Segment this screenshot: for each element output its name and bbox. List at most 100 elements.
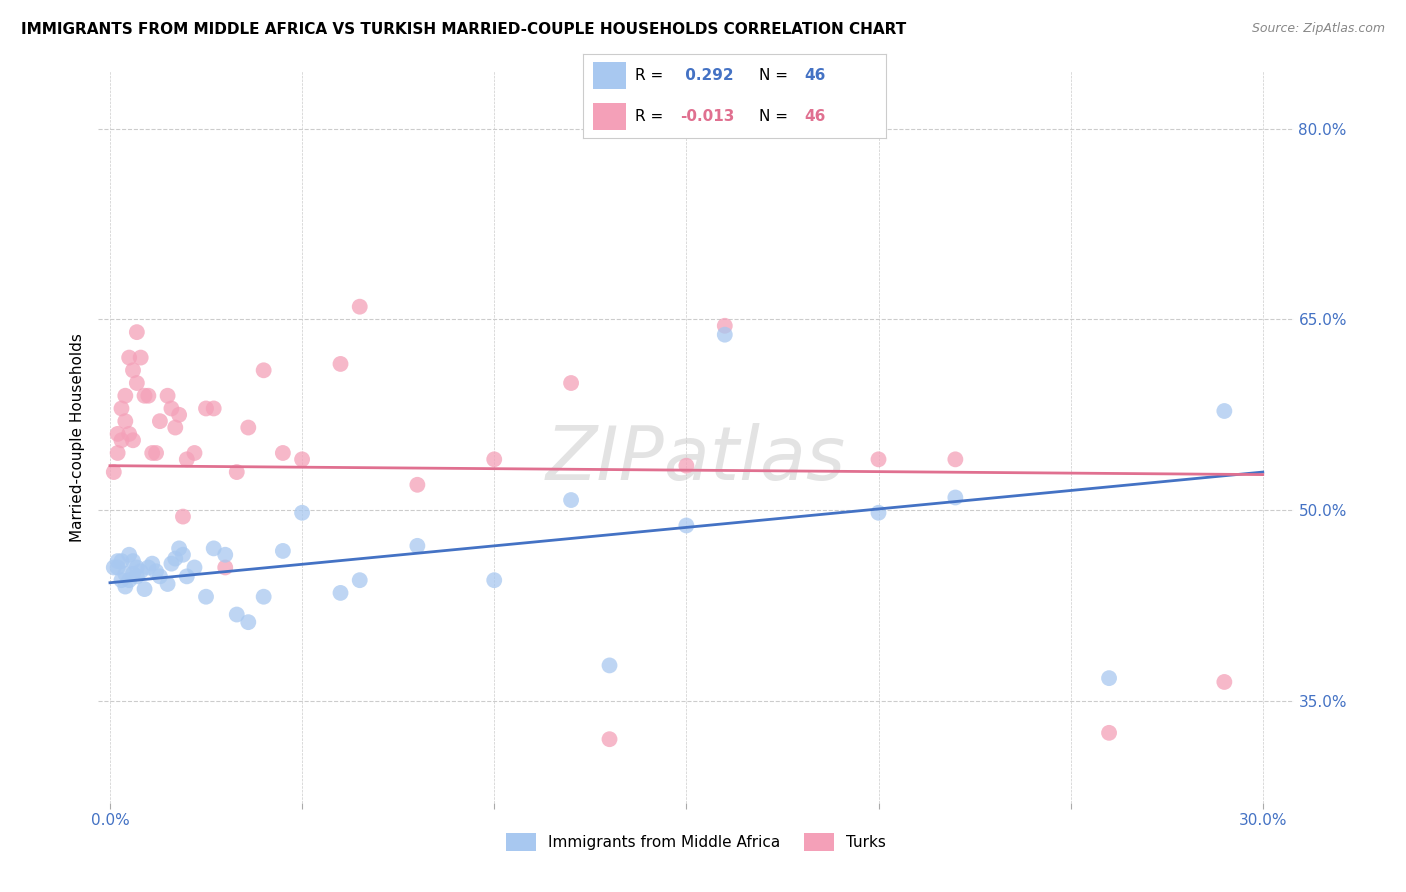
Point	[110, 401, 132, 416]
Point	[349, 573, 371, 587]
Point	[160, 401, 183, 416]
Point	[329, 586, 352, 600]
Point	[225, 607, 247, 622]
Point	[183, 560, 205, 574]
Point	[195, 401, 218, 416]
Point	[943, 491, 966, 505]
Point	[141, 446, 163, 460]
Point	[271, 446, 294, 460]
Point	[271, 544, 294, 558]
Point	[172, 509, 194, 524]
Point	[160, 557, 183, 571]
Text: 0.292: 0.292	[681, 68, 734, 83]
Point	[238, 615, 260, 629]
Point	[122, 434, 145, 448]
Point	[291, 452, 314, 467]
Point	[165, 551, 187, 566]
Point	[138, 389, 160, 403]
Text: 46: 46	[804, 109, 825, 124]
Text: Source: ZipAtlas.com: Source: ZipAtlas.com	[1251, 22, 1385, 36]
Point	[125, 325, 148, 339]
Point	[107, 560, 129, 574]
Point	[560, 376, 582, 390]
Point	[122, 363, 145, 377]
Y-axis label: Married-couple Households: Married-couple Households	[69, 333, 84, 541]
Point	[110, 554, 132, 568]
Point	[214, 560, 236, 574]
Point	[329, 357, 352, 371]
Text: ZIPatlas: ZIPatlas	[546, 423, 846, 495]
Point	[125, 376, 148, 390]
Point	[484, 452, 506, 467]
Point	[114, 389, 136, 403]
Point	[176, 569, 198, 583]
Point	[349, 300, 371, 314]
Point	[145, 446, 167, 460]
Point	[134, 389, 156, 403]
Point	[122, 554, 145, 568]
Point	[291, 506, 314, 520]
Point	[125, 569, 148, 583]
Point	[167, 541, 190, 556]
Point	[1213, 675, 1236, 690]
Point	[107, 426, 129, 441]
Point	[122, 566, 145, 581]
Text: R =: R =	[636, 109, 668, 124]
Point	[118, 573, 141, 587]
Point	[1213, 404, 1236, 418]
Text: N =: N =	[759, 109, 793, 124]
Point	[253, 590, 276, 604]
Point	[176, 452, 198, 467]
Point	[406, 539, 429, 553]
Point	[145, 564, 167, 578]
Bar	[592, 62, 626, 89]
Point	[125, 560, 148, 574]
Point	[202, 401, 225, 416]
Text: IMMIGRANTS FROM MIDDLE AFRICA VS TURKISH MARRIED-COUPLE HOUSEHOLDS CORRELATION C: IMMIGRANTS FROM MIDDLE AFRICA VS TURKISH…	[21, 22, 907, 37]
Point	[238, 420, 260, 434]
Point	[675, 458, 697, 473]
Point	[129, 351, 152, 365]
Point	[107, 446, 129, 460]
Point	[103, 560, 125, 574]
Point	[560, 493, 582, 508]
Point	[114, 566, 136, 581]
Point	[225, 465, 247, 479]
Point	[172, 548, 194, 562]
Text: R =: R =	[636, 68, 668, 83]
Point	[114, 414, 136, 428]
Point	[599, 732, 621, 747]
Point	[110, 573, 132, 587]
Point	[484, 573, 506, 587]
Point	[118, 548, 141, 562]
Point	[149, 569, 172, 583]
Point	[868, 506, 890, 520]
Point	[214, 548, 236, 562]
Point	[156, 389, 179, 403]
Point	[943, 452, 966, 467]
Text: N =: N =	[759, 68, 793, 83]
Point	[406, 477, 429, 491]
Point	[110, 434, 132, 448]
Point	[118, 351, 141, 365]
Point	[156, 577, 179, 591]
Point	[868, 452, 890, 467]
Point	[165, 420, 187, 434]
Text: -0.013: -0.013	[681, 109, 734, 124]
Bar	[592, 103, 626, 130]
Point	[107, 554, 129, 568]
Point	[195, 590, 218, 604]
Point	[599, 658, 621, 673]
Point	[149, 414, 172, 428]
Point	[675, 518, 697, 533]
Point	[1098, 671, 1121, 685]
Point	[118, 426, 141, 441]
Text: 46: 46	[804, 68, 825, 83]
Point	[202, 541, 225, 556]
Point	[141, 557, 163, 571]
Point	[713, 327, 735, 342]
Point	[103, 465, 125, 479]
Point	[713, 318, 735, 333]
Point	[129, 564, 152, 578]
Point	[134, 582, 156, 596]
